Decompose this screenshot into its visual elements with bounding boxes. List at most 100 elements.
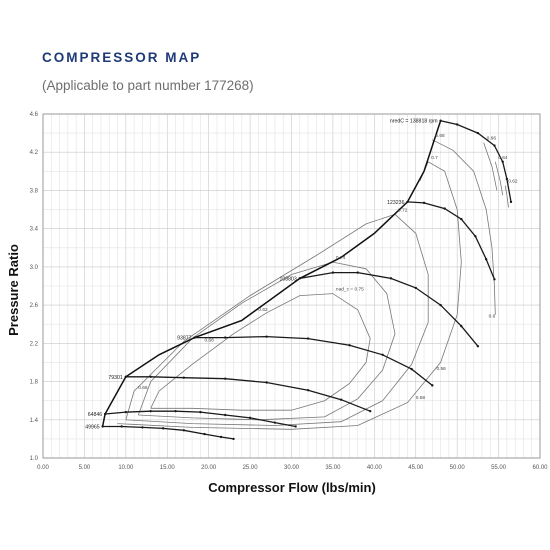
efficiency-island bbox=[432, 139, 496, 315]
x-tick-label: 45.00 bbox=[408, 465, 424, 471]
speed-line-point bbox=[203, 432, 206, 436]
speed-line-point bbox=[439, 303, 442, 307]
y-tick-label: 1.8 bbox=[30, 380, 39, 386]
y-tick-label: 4.6 bbox=[30, 112, 39, 118]
speed-line bbox=[407, 201, 496, 280]
x-tick-label: 0.00 bbox=[37, 465, 49, 471]
x-tick-label: 30.00 bbox=[284, 465, 300, 471]
speed-line-point bbox=[120, 425, 123, 428]
speed-line-label: 123236 bbox=[387, 200, 404, 206]
speed-lines bbox=[101, 119, 513, 441]
x-tick-label: 15.00 bbox=[160, 465, 176, 471]
speed-line-point bbox=[368, 409, 372, 413]
speed-line bbox=[102, 425, 234, 440]
y-tick-label: 2.6 bbox=[30, 303, 39, 309]
speed-line-point bbox=[219, 435, 223, 439]
speed-line-point bbox=[306, 337, 310, 340]
speed-line-point bbox=[501, 160, 504, 163]
speed-line-point bbox=[476, 345, 480, 348]
x-tick-label: 50.00 bbox=[450, 465, 466, 471]
speed-line-point bbox=[273, 421, 277, 424]
speed-line-point bbox=[141, 426, 144, 429]
surge-line-layer bbox=[101, 120, 442, 427]
speed-line-point bbox=[174, 409, 177, 413]
speed-line-label: 79301 bbox=[108, 375, 123, 381]
x-tick-label: 55.00 bbox=[491, 465, 507, 471]
efficiency-island-label: 0.72 bbox=[398, 207, 408, 213]
speed-line-point bbox=[265, 381, 268, 384]
speed-line-point bbox=[381, 353, 384, 356]
efficiency-label: 0.58 bbox=[416, 395, 426, 401]
speed-line-point bbox=[265, 335, 268, 338]
speed-line-point bbox=[348, 344, 351, 347]
x-tick-label: 5.00 bbox=[79, 465, 91, 471]
page-title: COMPRESSOR MAP bbox=[42, 50, 202, 65]
speed-line-point bbox=[460, 324, 463, 328]
speed-line-label: 108803 bbox=[279, 276, 296, 282]
y-tick-label: 4.2 bbox=[30, 150, 39, 156]
x-tick-label: 25.00 bbox=[243, 465, 259, 471]
speed-line-point bbox=[431, 384, 434, 387]
speed-line bbox=[125, 376, 371, 412]
speed-line bbox=[299, 271, 479, 347]
y-tick-label: 1.0 bbox=[30, 456, 39, 462]
efficiency-island-label: nad_c = 0.75 bbox=[336, 287, 364, 293]
speed-line-label: nredC = 138818 rpm bbox=[390, 119, 438, 125]
efficiency-island bbox=[504, 185, 509, 208]
efficiency-label: 0.66 bbox=[138, 385, 148, 391]
plot-frame bbox=[42, 113, 541, 459]
y-tick-label: 3.8 bbox=[30, 188, 39, 194]
efficiency-label: 0.56 bbox=[436, 366, 446, 372]
x-tick-label: 20.00 bbox=[201, 465, 217, 471]
speed-line-point bbox=[331, 271, 335, 274]
x-axis-label: Compressor Flow (lbs/min) bbox=[208, 480, 376, 495]
grid-layer bbox=[43, 114, 540, 458]
speed-line-point bbox=[294, 425, 297, 428]
speed-line-point bbox=[232, 437, 235, 441]
efficiency-label: 0.62 bbox=[258, 307, 268, 313]
efficiency-island bbox=[117, 161, 462, 430]
x-tick-label: 60.00 bbox=[532, 465, 548, 471]
efficiency-island-label: 0.66 bbox=[487, 136, 497, 142]
efficiency-island bbox=[137, 261, 396, 421]
speed-line-point bbox=[460, 217, 463, 221]
speed-line-point bbox=[493, 144, 496, 147]
tick-labels: 0.00 5.00 10.00 15.00 20.00 25.00 30.00 35.00 40… bbox=[30, 112, 549, 471]
speed-line-point bbox=[443, 207, 446, 210]
speed-line-label: 49965 bbox=[85, 424, 100, 430]
efficiency-island bbox=[483, 142, 498, 191]
speed-line-point bbox=[476, 131, 480, 135]
speed-line-point bbox=[422, 201, 426, 205]
speed-line-point bbox=[306, 388, 310, 392]
speed-line-point bbox=[199, 410, 202, 414]
efficiency-label: 0.6 bbox=[489, 314, 496, 320]
speed-line-point bbox=[248, 416, 252, 420]
speed-line-point bbox=[493, 278, 496, 281]
efficiency-island-label: 0.64 bbox=[498, 155, 508, 161]
speed-line-point bbox=[340, 398, 343, 401]
speed-line bbox=[194, 335, 433, 386]
efficiency-island bbox=[125, 213, 429, 426]
y-tick-label: 1.4 bbox=[30, 418, 39, 424]
speed-line-point bbox=[484, 258, 488, 261]
efficiency-island bbox=[494, 161, 504, 196]
speed-line-point bbox=[149, 409, 152, 413]
speed-line-point bbox=[505, 177, 509, 181]
page-subtitle: (Applicable to part number 177268) bbox=[42, 78, 254, 93]
speed-line-point bbox=[124, 410, 128, 414]
speed-line-point bbox=[224, 377, 227, 380]
speed-line-point bbox=[161, 427, 165, 430]
efficiency-island bbox=[150, 293, 371, 411]
speed-line-point bbox=[410, 367, 413, 371]
y-tick-label: 2.2 bbox=[30, 341, 39, 347]
x-tick-label: 35.00 bbox=[325, 465, 341, 471]
label-layer: nad_c = 0.75 0.74 0.72 0.7 0.68 0.66 0.64 0.62 4… bbox=[85, 119, 518, 431]
speed-line-point bbox=[224, 413, 227, 417]
x-tick-label: 40.00 bbox=[367, 465, 383, 471]
efficiency-island-label: 0.62 bbox=[508, 179, 518, 185]
speed-line-point bbox=[509, 200, 513, 204]
y-tick-label: 3.0 bbox=[30, 265, 39, 271]
speed-line-point bbox=[182, 429, 186, 432]
